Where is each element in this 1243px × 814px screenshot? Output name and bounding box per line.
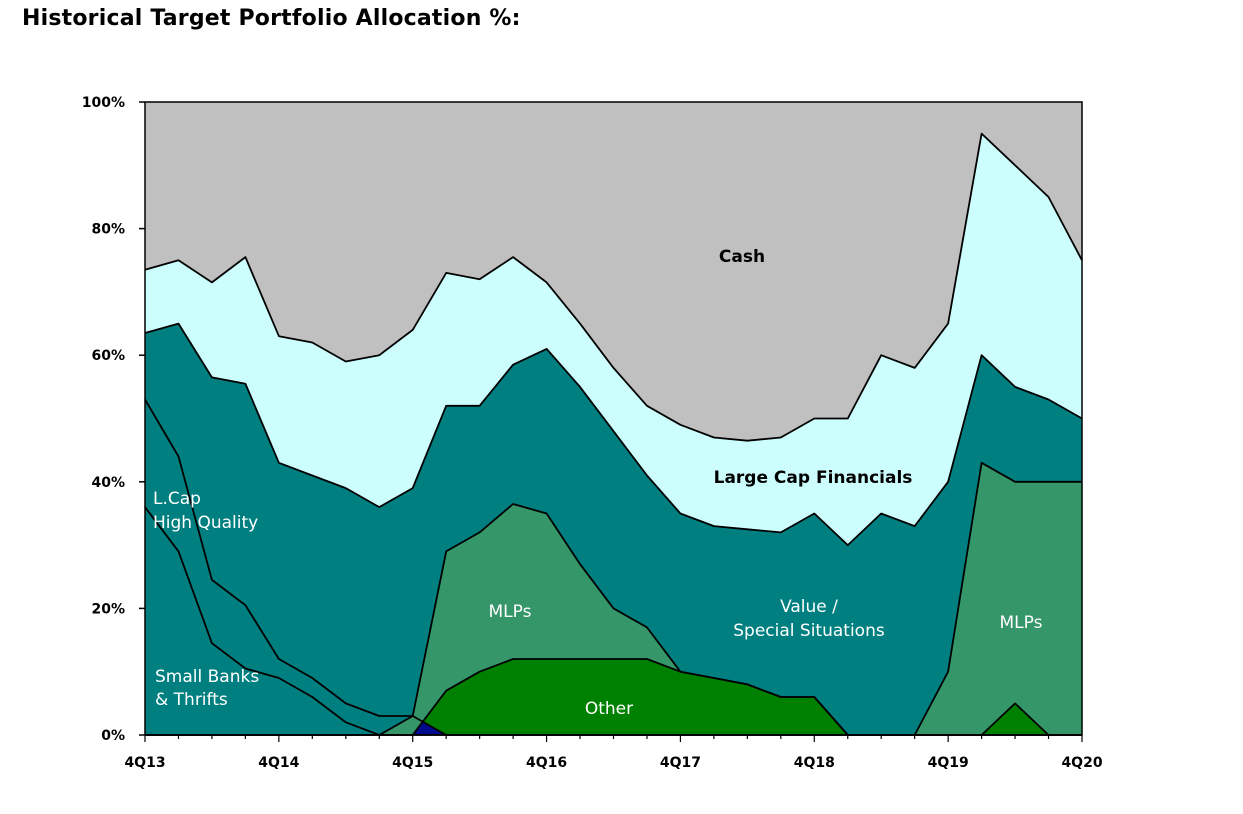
series-label-vss2: Special Situations	[733, 621, 885, 641]
series-label-mlp1: MLPs	[489, 602, 532, 622]
y-tick-label: 0%	[101, 728, 125, 744]
area-cash	[145, 102, 1082, 441]
y-tick-label: 20%	[91, 601, 125, 617]
chart-title: Historical Target Portfolio Allocation %…	[22, 6, 521, 31]
area-mlps	[145, 462, 1082, 735]
x-tick-label: 4Q18	[794, 755, 835, 771]
series-label-lcf: Large Cap Financials	[714, 468, 913, 488]
x-tick-label: 4Q20	[1061, 755, 1102, 771]
x-tick-label: 4Q15	[392, 755, 433, 771]
boundary-line-large-cap-financials	[144, 132, 1083, 442]
series-label-other: Other	[585, 699, 633, 719]
x-tick-label: 4Q13	[124, 755, 165, 771]
x-tick-label: 4Q16	[526, 755, 567, 771]
boundary-line-value-special-situations	[144, 322, 1083, 546]
x-tick-label: 4Q14	[258, 755, 299, 771]
series-label-mlp2: MLPs	[1000, 613, 1043, 633]
series-label-lcap1: L.Cap	[153, 489, 201, 509]
x-tick-label: 4Q17	[660, 755, 701, 771]
series-label-lcap2: High Quality	[153, 513, 258, 533]
x-tick-label: 4Q19	[928, 755, 969, 771]
series-labels: Cash Large Cap Financials Value / Special S…	[153, 247, 1043, 719]
y-axis: 0% 20% 40% 60% 80% 100%	[82, 95, 145, 744]
y-tick-label: 40%	[91, 475, 125, 491]
series-label-vss1: Value /	[780, 597, 838, 617]
series-label-sbt1: Small Banks	[155, 667, 259, 687]
area-large-cap-financials	[145, 133, 1082, 546]
area-series-group	[145, 102, 1082, 735]
y-tick-label: 100%	[82, 95, 125, 111]
area-value-special-situations	[145, 323, 1082, 735]
y-tick-label: 80%	[91, 222, 125, 238]
x-axis: 4Q13 4Q14 4Q15 4Q16 4Q17 4Q18 4Q19 4Q20	[124, 735, 1103, 771]
series-label-sbt2: & Thrifts	[155, 690, 228, 710]
y-tick-label: 60%	[91, 348, 125, 364]
series-label-cash: Cash	[719, 247, 765, 267]
